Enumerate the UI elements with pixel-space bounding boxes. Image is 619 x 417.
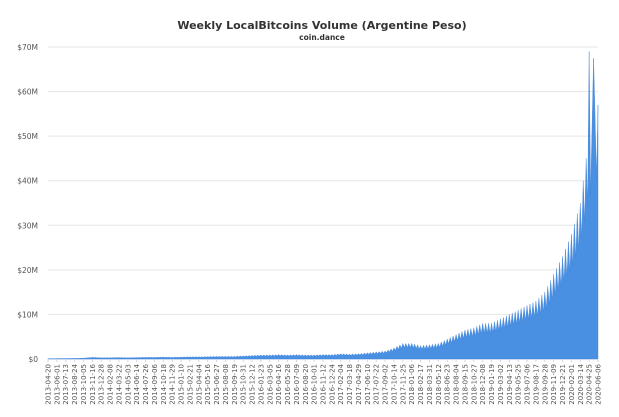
x-tick-label: 2018-10-27 xyxy=(470,364,478,405)
x-tick-label: 2016-11-12 xyxy=(320,364,328,405)
x-tick-label: 2018-03-31 xyxy=(426,364,434,405)
x-tick-label: 2020-06-06 xyxy=(595,363,603,404)
x-tick-label: 2013-07-13 xyxy=(62,364,70,405)
x-tick-label: 2015-04-04 xyxy=(195,363,203,404)
x-tick-label: 2015-08-08 xyxy=(222,364,230,405)
x-tick-label: 2020-04-25 xyxy=(586,364,594,405)
x-tick-label: 2018-06-23 xyxy=(444,364,452,405)
x-tick-label: 2019-05-25 xyxy=(515,364,523,405)
x-tick-label: 2016-08-20 xyxy=(302,364,310,405)
x-tick-label: 2020-02-01 xyxy=(568,364,576,405)
x-tick-label: 2016-04-16 xyxy=(275,363,283,404)
x-tick-label: 2019-01-19 xyxy=(488,364,496,405)
x-tick-label: 2014-03-22 xyxy=(115,364,123,405)
x-tick-label: 2018-05-12 xyxy=(435,364,443,405)
x-tick-label: 2019-07-06 xyxy=(524,363,532,404)
x-tick-label: 2014-10-18 xyxy=(160,364,168,405)
x-tick-label: 2016-03-05 xyxy=(266,364,274,405)
chart-title: Weekly LocalBitcoins Volume (Argentine P… xyxy=(177,19,466,32)
y-tick-label: $60M xyxy=(17,88,38,97)
x-tick-label: 2018-09-15 xyxy=(461,364,469,405)
x-tick-label: 2013-06-01 xyxy=(53,364,61,405)
x-tick-label: 2018-12-08 xyxy=(479,364,487,405)
y-tick-label: $30M xyxy=(17,221,38,230)
x-tick-label: 2013-12-28 xyxy=(98,364,106,405)
x-tick-label: 2019-09-28 xyxy=(541,364,549,405)
area-series xyxy=(47,51,599,360)
x-tick-label: 2016-10-01 xyxy=(311,364,319,405)
x-tick-label: 2015-02-21 xyxy=(186,364,194,405)
x-tick-label: 2017-07-22 xyxy=(373,364,381,405)
x-tick-label: 2017-09-02 xyxy=(382,364,390,405)
x-tick-label: 2015-01-10 xyxy=(178,364,186,405)
y-tick-label: $70M xyxy=(17,43,38,52)
y-tick-label: $0 xyxy=(28,355,38,364)
x-tick-label: 2016-05-28 xyxy=(284,364,292,405)
x-tick-label: 2018-08-04 xyxy=(453,363,461,404)
y-tick-label: $40M xyxy=(17,177,38,186)
x-tick-label: 2014-11-29 xyxy=(169,364,177,405)
grid-lines xyxy=(48,46,598,360)
y-tick-label: $10M xyxy=(17,310,38,319)
x-tick-label: 2019-03-02 xyxy=(497,364,505,405)
x-tick-label: 2015-06-27 xyxy=(213,364,221,405)
x-tick-label: 2015-10-31 xyxy=(240,364,248,405)
x-tick-label: 2013-08-24 xyxy=(71,363,79,404)
x-tick-label: 2019-11-09 xyxy=(550,364,558,405)
x-tick-label: 2014-07-26 xyxy=(142,363,150,404)
x-tick-label: 2019-08-17 xyxy=(532,364,540,405)
y-tick-label: $50M xyxy=(17,132,38,141)
x-tick-label: 2017-06-10 xyxy=(364,364,372,405)
x-tick-label: 2014-02-08 xyxy=(107,364,115,405)
x-tick-label: 2020-03-14 xyxy=(577,363,585,404)
area-series-path xyxy=(47,51,599,360)
x-tick-label: 2017-04-29 xyxy=(355,364,363,405)
chart-subtitle: coin.dance xyxy=(299,33,345,42)
x-tick-label: 2017-03-18 xyxy=(346,364,354,405)
x-tick-label: 2015-12-12 xyxy=(249,364,257,405)
x-tick-label: 2019-04-13 xyxy=(506,364,514,405)
x-tick-label: 2013-10-05 xyxy=(80,364,88,405)
x-tick-label: 2016-12-24 xyxy=(328,363,336,404)
x-tick-label: 2016-07-09 xyxy=(293,364,301,405)
x-tick-label: 2013-11-16 xyxy=(89,363,97,404)
x-tick-label: 2015-09-19 xyxy=(231,364,239,405)
x-tick-label: 2019-12-21 xyxy=(559,364,567,405)
x-tick-label: 2017-10-14 xyxy=(390,363,398,404)
x-tick-label: 2015-05-16 xyxy=(204,363,212,404)
x-tick-label: 2014-06-14 xyxy=(133,363,141,404)
x-tick-label: 2018-02-17 xyxy=(417,364,425,405)
x-axis-labels: 2013-04-20 2013-06-01 2013-07-13 2013-08-24… xyxy=(45,359,603,405)
x-tick-label: 2016-01-23 xyxy=(257,364,265,405)
x-tick-label: 2018-01-06 xyxy=(408,363,416,404)
x-tick-label: 2013-04-20 xyxy=(45,364,53,405)
x-tick-label: 2014-09-06 xyxy=(151,363,159,404)
y-axis-labels: $0 $10M $20M $30M $40M $50M $60M $70M xyxy=(17,43,38,364)
x-tick-label: 2014-05-03 xyxy=(124,364,132,405)
y-tick-label: $20M xyxy=(17,266,38,275)
x-tick-label: 2017-02-04 xyxy=(337,363,345,404)
x-tick-label: 2017-11-25 xyxy=(399,364,407,405)
